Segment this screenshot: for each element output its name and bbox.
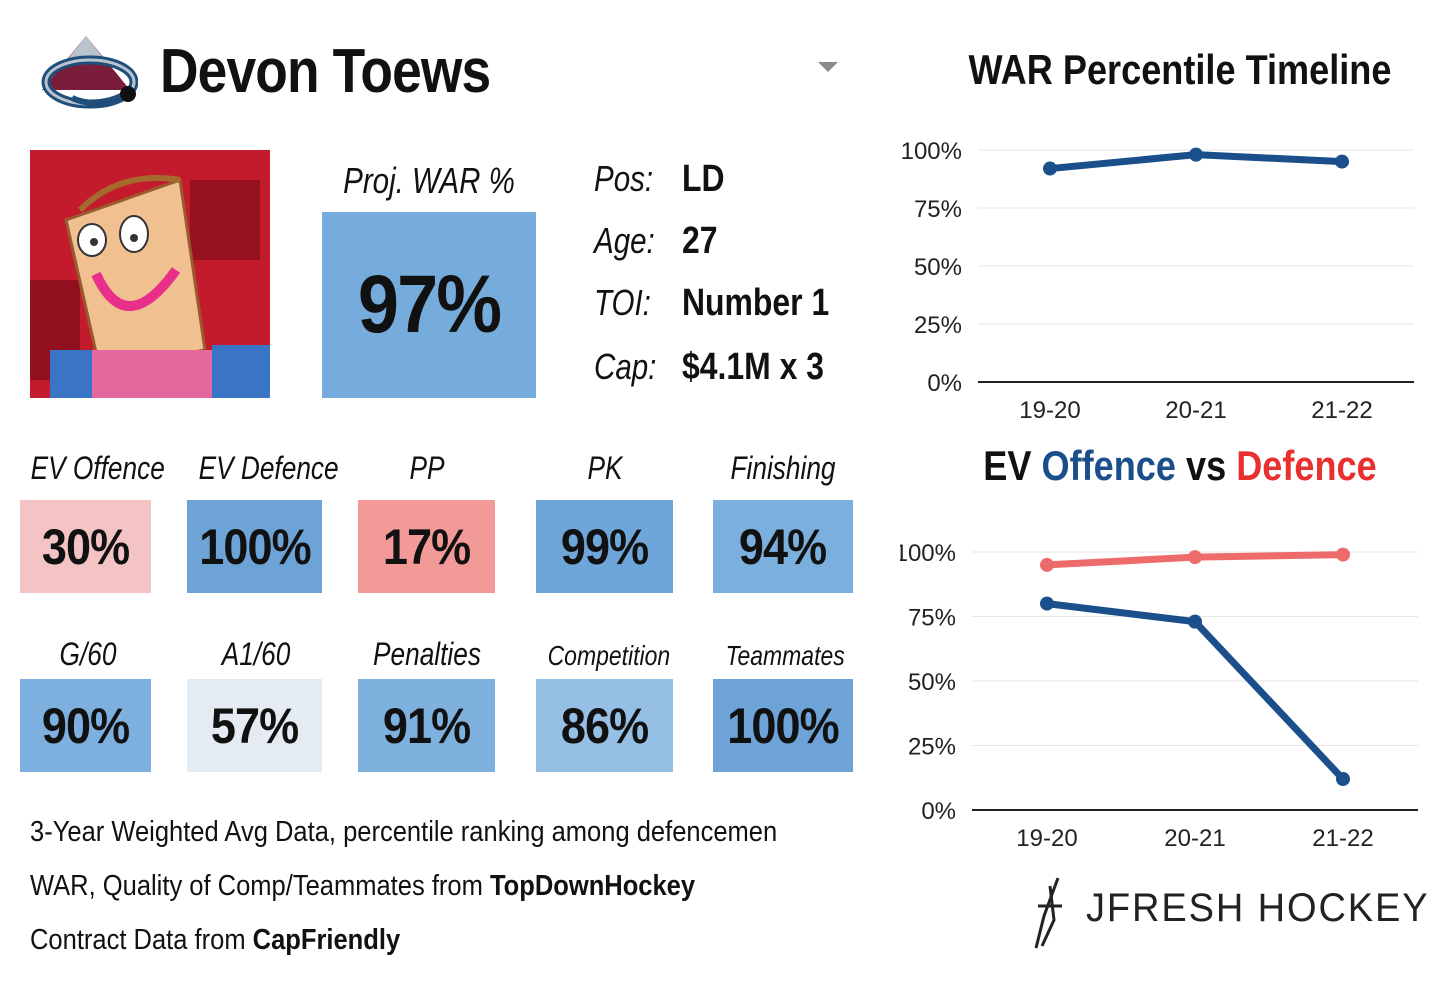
x-tick-label: 20-21	[1164, 825, 1225, 852]
cap-label: Cap:	[594, 346, 657, 387]
teammates-value: 100%	[727, 697, 839, 754]
offence-data-point	[1188, 614, 1202, 629]
position-label: Pos:	[594, 158, 654, 199]
defence-data-point	[1040, 557, 1054, 572]
position-value: LD	[682, 158, 725, 200]
pk-value: 99%	[560, 518, 649, 575]
y-tick-label: 75%	[914, 196, 962, 223]
war-percentile-timeline-chart: 0% 25% 50% 75% 100% 19-20 20-21 21-22	[901, 138, 1414, 424]
defence-data-point	[1336, 547, 1350, 562]
offence-data-point	[1040, 596, 1054, 611]
war-source-note: WAR, Quality of Comp/Teammates from TopD…	[30, 870, 695, 903]
player-name: Devon Toews	[160, 37, 491, 106]
pk-label: PK	[587, 450, 623, 486]
y-tick-label: 100%	[900, 540, 956, 567]
a160-label: A1/60	[221, 636, 291, 672]
y-tick-label: 25%	[908, 734, 956, 761]
topdownhockey-link: TopDownHockey	[489, 870, 696, 902]
x-tick-label: 19-20	[1016, 825, 1077, 852]
proj-war-tile: 97%	[322, 212, 536, 398]
title-ev: EV	[983, 442, 1042, 489]
age-label: Age:	[594, 220, 655, 261]
penalties-label: Penalties	[373, 636, 481, 672]
offence-series-line	[1043, 600, 1347, 783]
penalties-tile: 91%	[358, 679, 495, 772]
competition-label: Competition	[547, 640, 671, 671]
pp-label: PP	[409, 450, 445, 486]
pp-tile: 17%	[358, 500, 495, 593]
war-timeline-title: WAR Percentile Timeline	[968, 46, 1392, 93]
a160-value: 57%	[210, 697, 299, 754]
contract-source-prefix: Contract Data from	[30, 924, 253, 956]
y-tick-label: 75%	[908, 605, 956, 632]
a160-tile: 57%	[187, 679, 322, 772]
capfriendly-link: CapFriendly	[252, 924, 401, 956]
teammates-label: Teammates	[725, 640, 845, 671]
x-tick-label: 21-22	[1311, 397, 1372, 424]
x-tick-label: 20-21	[1165, 397, 1226, 424]
competition-value: 86%	[560, 697, 649, 754]
proj-war-label: Proj. WAR %	[343, 160, 515, 201]
war-data-point	[1335, 154, 1349, 169]
pp-value: 17%	[382, 518, 471, 575]
title-offence: Offence	[1041, 442, 1176, 489]
ev-offence-label: EV Offence	[30, 450, 165, 486]
proj-war-value: 97%	[357, 259, 502, 350]
jfresh-stick-logo-icon	[1034, 877, 1062, 949]
y-tick-label: 100%	[901, 138, 962, 165]
penalties-value: 91%	[382, 697, 471, 754]
defence-data-point	[1188, 550, 1202, 565]
x-tick-label: 21-22	[1312, 825, 1373, 852]
war-data-point	[1043, 161, 1057, 176]
y-tick-label: 50%	[914, 254, 962, 281]
g60-tile: 90%	[20, 679, 151, 772]
cap-value: $4.1M x 3	[682, 346, 824, 388]
ev-defence-value: 100%	[198, 518, 311, 575]
teammates-tile: 100%	[713, 679, 853, 772]
competition-tile: 86%	[536, 679, 673, 772]
toi-label: TOI:	[594, 282, 651, 323]
toi-value: Number 1	[682, 282, 830, 324]
y-tick-label: 50%	[908, 669, 956, 696]
finishing-tile: 94%	[713, 500, 853, 593]
ev-defence-label: EV Defence	[198, 450, 339, 486]
player-drawing-photo	[30, 150, 270, 398]
avalanche-logo-icon	[41, 36, 138, 109]
offence-data-point	[1336, 772, 1350, 787]
y-tick-label: 0%	[927, 370, 962, 397]
g60-label: G/60	[59, 636, 117, 672]
war-source-prefix: WAR, Quality of Comp/Teammates from	[30, 870, 490, 902]
ev-offence-vs-defence-chart: 0% 25% 50% 75% 100% 19-20 20-21 21-22	[900, 540, 1418, 852]
finishing-value: 94%	[739, 518, 827, 575]
finishing-label: Finishing	[730, 450, 836, 486]
contract-source-note: Contract Data from CapFriendly	[30, 924, 400, 957]
y-tick-label: 0%	[921, 798, 956, 825]
ev-offence-tile: 30%	[20, 500, 151, 593]
war-data-point	[1189, 147, 1203, 162]
methodology-note: 3-Year Weighted Avg Data, percentile ran…	[30, 816, 778, 848]
ev-offence-vs-defence-title: EV Offence vs Defence	[965, 442, 1395, 490]
ev-defence-tile: 100%	[187, 500, 322, 593]
title-vs: vs	[1175, 442, 1237, 489]
pk-tile: 99%	[536, 500, 673, 593]
player-select-chevron-down-icon[interactable]	[818, 62, 838, 72]
brand-name: JFRESH HOCKEY	[1086, 886, 1430, 930]
g60-value: 90%	[41, 697, 130, 754]
age-value: 27	[682, 220, 718, 262]
y-tick-label: 25%	[914, 312, 962, 339]
ev-offence-value: 30%	[41, 518, 130, 575]
x-tick-label: 19-20	[1019, 397, 1080, 424]
title-defence: Defence	[1236, 442, 1377, 489]
